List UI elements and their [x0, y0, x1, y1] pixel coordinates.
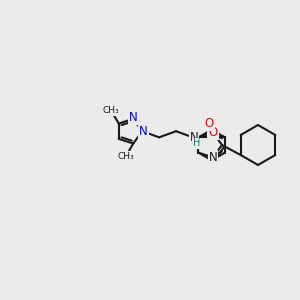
Text: O: O: [204, 117, 214, 130]
Text: N: N: [129, 111, 138, 124]
Text: O: O: [208, 126, 217, 139]
Text: CH₃: CH₃: [103, 106, 119, 115]
Text: H: H: [193, 138, 201, 148]
Text: N: N: [190, 131, 198, 144]
Text: CH₃: CH₃: [117, 152, 134, 161]
Text: N: N: [139, 125, 148, 138]
Text: N: N: [208, 151, 217, 164]
